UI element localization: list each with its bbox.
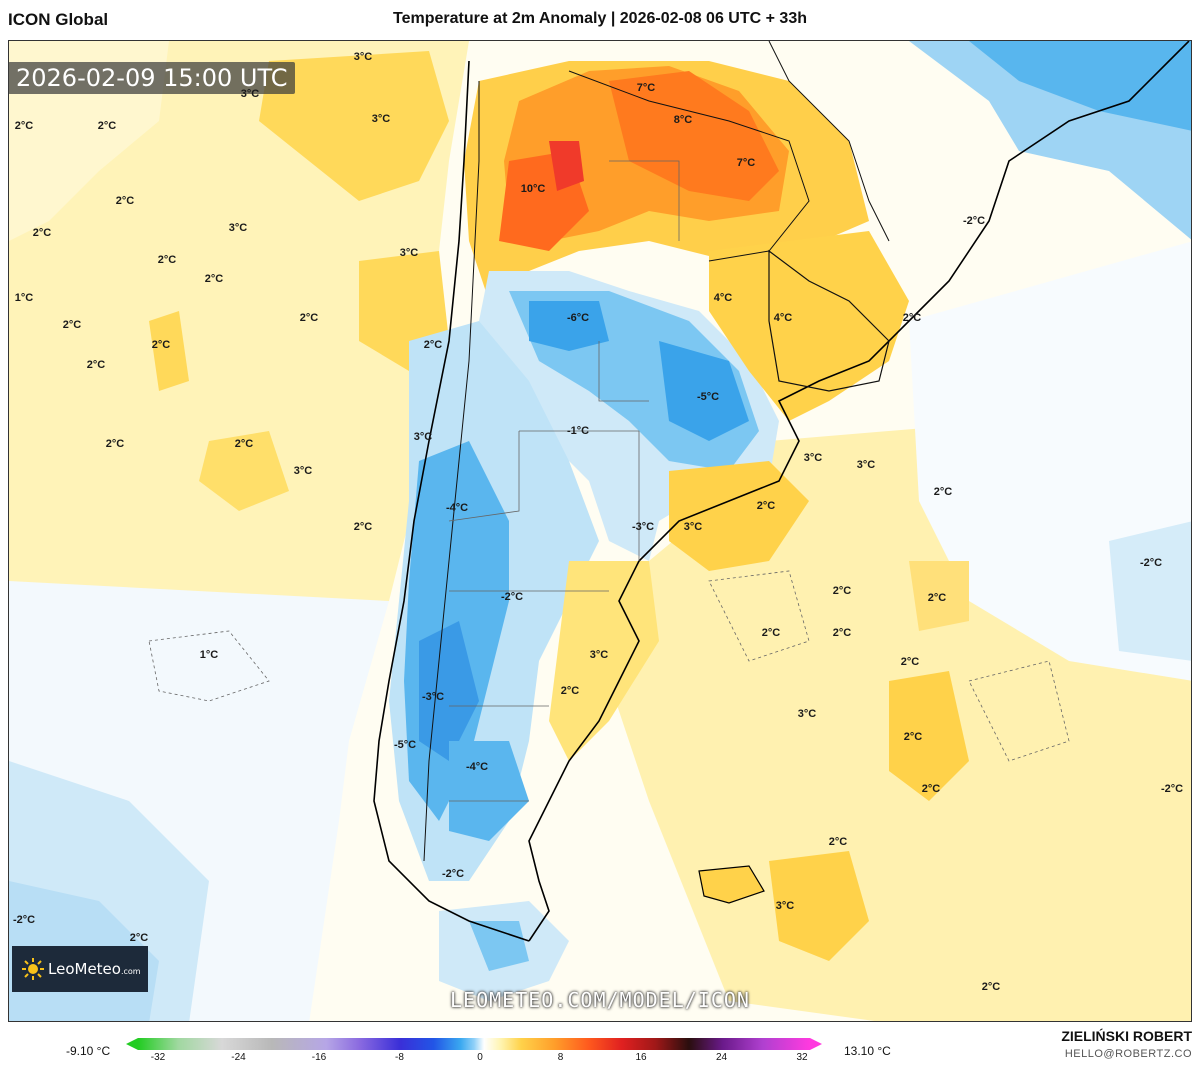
temperature-label: 2°C: [299, 312, 319, 324]
watermark-url: LEOMETEO.COM/MODEL/ICON: [450, 988, 750, 1012]
temperature-label: 2°C: [900, 656, 920, 668]
temperature-label: 2°C: [832, 627, 852, 639]
temperature-label: 10°C: [520, 183, 546, 195]
temperature-label: 2°C: [981, 981, 1001, 993]
colorbar-tick-label: 0: [477, 1052, 483, 1063]
colorbar-tick-label: -24: [231, 1052, 246, 1063]
colorbar-tick-label: 16: [635, 1052, 647, 1063]
temperature-label: -3°C: [421, 691, 445, 703]
temperature-label: 2°C: [353, 521, 373, 533]
temperature-label: 2°C: [921, 783, 941, 795]
temperature-label: 4°C: [713, 292, 733, 304]
colorbar-tick-label: -8: [395, 1052, 404, 1063]
temperature-label: 3°C: [775, 900, 795, 912]
temperature-label: 3°C: [803, 452, 823, 464]
colorbar-min-label: -9.10 °C: [66, 1044, 111, 1058]
colorbar-right-arrow: [810, 1038, 822, 1050]
temperature-label: 3°C: [413, 431, 433, 443]
temperature-label: -5°C: [393, 739, 417, 751]
temperature-label: 2°C: [151, 339, 171, 351]
header: ICON Global Temperature at 2m Anomaly | …: [0, 0, 1200, 38]
temperature-label: 3°C: [589, 649, 609, 661]
colorbar-gradient: [138, 1038, 810, 1050]
map-title: Temperature at 2m Anomaly | 2026-02-08 0…: [393, 10, 807, 27]
temperature-label: -2°C: [12, 914, 36, 926]
temperature-label: -1°C: [566, 425, 590, 437]
temperature-label: 3°C: [797, 708, 817, 720]
colorbar-tick-label: 32: [796, 1052, 808, 1063]
temperature-label: 3°C: [856, 459, 876, 471]
temperature-label: 2°C: [828, 836, 848, 848]
temperature-label: 2°C: [761, 627, 781, 639]
temperature-label: -2°C: [1160, 783, 1184, 795]
temperature-label: 2°C: [756, 500, 776, 512]
colorbar: -9.10 °C -32 -24 -16 -8 0 8 16 24 32 13.10 °C ZI…: [0, 1028, 1200, 1066]
temperature-label: 3°C: [240, 88, 260, 100]
anomaly-map: [9, 41, 1191, 1021]
temperature-label: 8°C: [673, 114, 693, 126]
temperature-label: 3°C: [399, 247, 419, 259]
temperature-label: 2°C: [832, 585, 852, 597]
colorbar-max-label: 13.10 °C: [844, 1044, 891, 1058]
temperature-label: 2°C: [97, 120, 117, 132]
temperature-label: 4°C: [773, 312, 793, 324]
temperature-label: 2°C: [14, 120, 34, 132]
temperature-label: 2°C: [32, 227, 52, 239]
temperature-label: -2°C: [500, 591, 524, 603]
temperature-label: 2°C: [86, 359, 106, 371]
colorbar-tick-label: 8: [557, 1052, 564, 1063]
temperature-label: -2°C: [1139, 557, 1163, 569]
temperature-label: 2°C: [902, 312, 922, 324]
model-name: ICON Global: [8, 10, 109, 29]
temperature-label: 2°C: [105, 438, 125, 450]
valid-time-badge: 2026-02-09 15:00 UTC: [8, 62, 296, 94]
temperature-label: -6°C: [566, 312, 590, 324]
temperature-label: 3°C: [683, 521, 703, 533]
colorbar-tick-label: -16: [311, 1052, 327, 1063]
temperature-label: 2°C: [62, 319, 82, 331]
colorbar-tick-label: 24: [715, 1052, 728, 1063]
temperature-label: 7°C: [736, 157, 756, 169]
temperature-label: 3°C: [228, 222, 248, 234]
temperature-label: -4°C: [445, 502, 469, 514]
temperature-label: 7°C: [636, 82, 656, 94]
author-name: ZIELIŃSKI ROBERT: [1061, 1028, 1192, 1044]
colorbar-tick-label: -32: [150, 1052, 166, 1063]
temperature-label: -3°C: [631, 521, 655, 533]
temperature-label: -5°C: [696, 391, 720, 403]
colorbar-left-arrow: [126, 1038, 138, 1050]
sun-icon: [22, 958, 44, 980]
temperature-label: 2°C: [560, 685, 580, 697]
temperature-label: 3°C: [353, 51, 373, 63]
temperature-label: 2°C: [115, 195, 135, 207]
temperature-label: 1°C: [14, 292, 34, 304]
leometeo-logo[interactable]: LeoMeteo.com: [12, 946, 148, 992]
temperature-label: 3°C: [293, 465, 313, 477]
map-area[interactable]: [8, 40, 1192, 1022]
temperature-label: 2°C: [423, 339, 443, 351]
temperature-label: 2°C: [903, 731, 923, 743]
temperature-label: 2°C: [927, 592, 947, 604]
temperature-label: -2°C: [441, 868, 465, 880]
logo-text: LeoMeteo.com: [48, 960, 141, 978]
temperature-label: -2°C: [962, 215, 986, 227]
temperature-label: 2°C: [129, 932, 149, 944]
temperature-label: 2°C: [157, 254, 177, 266]
temperature-label: 1°C: [199, 649, 219, 661]
temperature-label: 2°C: [933, 486, 953, 498]
temperature-label: 2°C: [204, 273, 224, 285]
author-email: HELLO@ROBERTZ.CO: [1064, 1048, 1192, 1060]
temperature-label: -4°C: [465, 761, 489, 773]
temperature-label: 3°C: [371, 113, 391, 125]
temperature-label: 2°C: [234, 438, 254, 450]
